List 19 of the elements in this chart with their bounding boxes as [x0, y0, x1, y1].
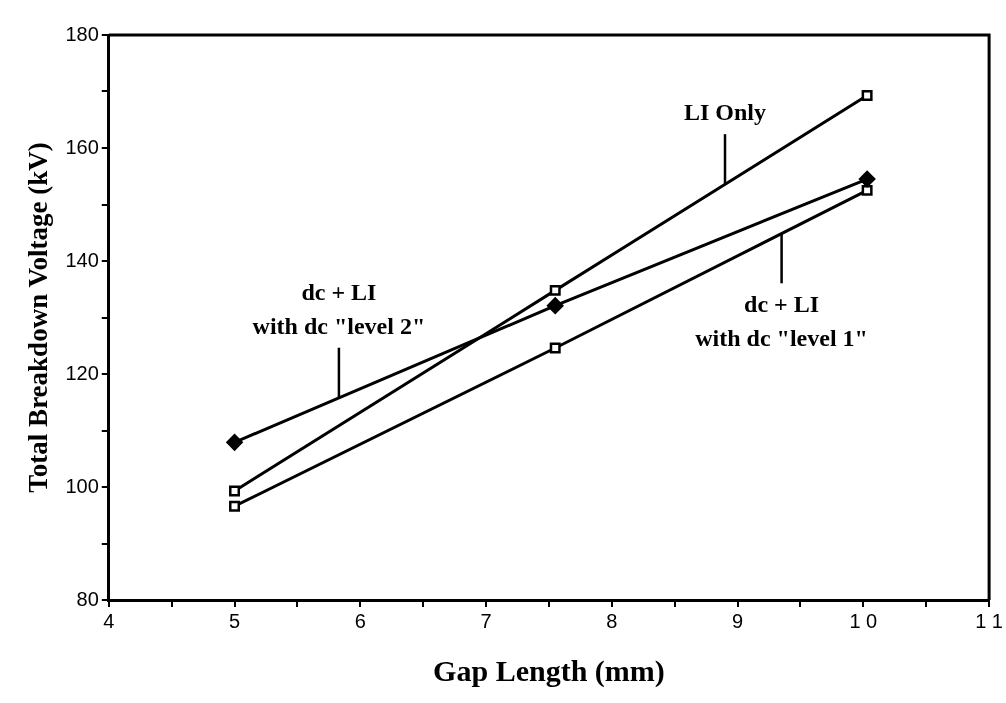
annotation: LI Only [683, 99, 767, 126]
y-tick-label: 100 [65, 474, 99, 497]
x-tick-label: 6 [354, 609, 366, 632]
x-axis-title: Gap Length (mm) [433, 653, 665, 688]
y-tick-label: 120 [65, 361, 99, 384]
x-tick-label: 8 [606, 609, 618, 632]
y-tick-label: 140 [65, 248, 99, 271]
x-tick-label: 5 [228, 609, 241, 632]
x-tick-label: 7 [480, 609, 492, 632]
y-axis-title: Total Breakdown Voltage (kV) [23, 142, 54, 493]
annotation: dc + LI with dc "level 1" [695, 290, 868, 351]
x-tick-label: 9 [732, 609, 744, 632]
y-tick-label: 160 [65, 135, 99, 158]
x-tick-label: 1 1 [975, 609, 1003, 632]
annotation: dc + LI with dc "level 2" [252, 278, 426, 339]
y-tick-label: 180 [65, 22, 99, 45]
x-tick-label: 1 0 [849, 609, 878, 632]
x-tick-label: 4 [103, 609, 115, 632]
y-tick-label: 80 [76, 587, 99, 610]
